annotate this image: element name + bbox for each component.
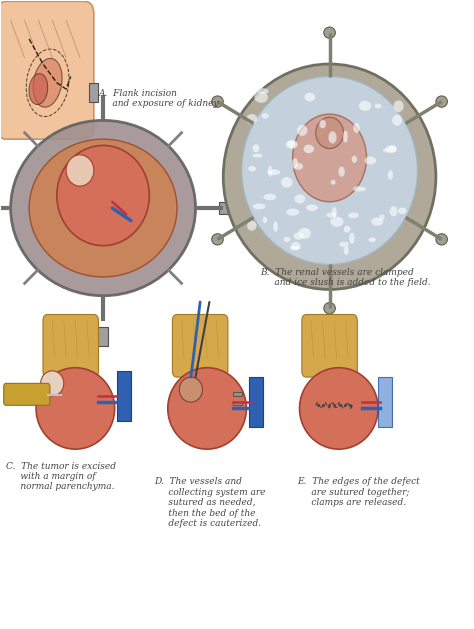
Ellipse shape (349, 232, 355, 244)
Ellipse shape (385, 145, 397, 153)
Text: D.  The vessels and
     collecting system are
     sutured as needed,
     then: D. The vessels and collecting system are… (154, 477, 265, 528)
Ellipse shape (33, 58, 62, 107)
Ellipse shape (288, 140, 295, 148)
Ellipse shape (223, 64, 436, 289)
Ellipse shape (352, 155, 357, 163)
Ellipse shape (294, 194, 306, 204)
Ellipse shape (263, 216, 267, 223)
Ellipse shape (374, 103, 382, 109)
Ellipse shape (392, 114, 402, 126)
Ellipse shape (294, 163, 303, 170)
Ellipse shape (242, 77, 418, 264)
Ellipse shape (179, 377, 202, 402)
Ellipse shape (41, 371, 64, 396)
Bar (219, 202, 233, 214)
Ellipse shape (331, 180, 336, 185)
Ellipse shape (344, 245, 349, 255)
Ellipse shape (365, 156, 376, 165)
Text: A.  Flank incision
     and exposure of kidney: A. Flank incision and exposure of kidney (99, 89, 219, 108)
Ellipse shape (436, 96, 447, 107)
Ellipse shape (306, 204, 318, 211)
Ellipse shape (281, 177, 293, 188)
Ellipse shape (436, 234, 447, 245)
Ellipse shape (398, 208, 407, 214)
Ellipse shape (66, 155, 94, 186)
FancyBboxPatch shape (173, 314, 228, 377)
Ellipse shape (273, 221, 278, 232)
Ellipse shape (283, 237, 291, 242)
Ellipse shape (29, 74, 48, 104)
Ellipse shape (168, 368, 246, 449)
Ellipse shape (57, 145, 149, 245)
Ellipse shape (330, 216, 344, 227)
Ellipse shape (390, 206, 398, 216)
Ellipse shape (383, 148, 391, 153)
Ellipse shape (286, 208, 300, 216)
Ellipse shape (268, 165, 273, 177)
Ellipse shape (247, 221, 256, 231)
Ellipse shape (267, 169, 281, 175)
Ellipse shape (246, 114, 257, 125)
FancyBboxPatch shape (43, 314, 99, 377)
Bar (99, 327, 108, 346)
Ellipse shape (300, 368, 378, 449)
Text: E.  The edges of the defect
     are sutured together;
     clamps are released.: E. The edges of the defect are sutured t… (297, 477, 420, 507)
Ellipse shape (290, 245, 301, 251)
Ellipse shape (292, 114, 366, 202)
Ellipse shape (252, 153, 263, 158)
Ellipse shape (348, 212, 359, 218)
Ellipse shape (316, 117, 344, 148)
Ellipse shape (303, 145, 314, 153)
Ellipse shape (324, 27, 335, 38)
Ellipse shape (359, 101, 372, 111)
Ellipse shape (326, 212, 337, 218)
FancyBboxPatch shape (302, 314, 357, 377)
Ellipse shape (339, 242, 349, 247)
Ellipse shape (293, 232, 304, 240)
Ellipse shape (248, 165, 256, 172)
Ellipse shape (253, 203, 265, 209)
Ellipse shape (291, 242, 301, 250)
Ellipse shape (338, 167, 345, 177)
Ellipse shape (252, 144, 260, 152)
Text: B.  The renal vessels are clamped
     and ice slush is added to the field.: B. The renal vessels are clamped and ice… (260, 267, 431, 287)
Ellipse shape (292, 158, 298, 169)
Bar (89, 83, 99, 102)
Ellipse shape (353, 186, 366, 192)
Ellipse shape (263, 193, 276, 201)
Bar (117, 371, 131, 421)
Ellipse shape (344, 225, 351, 233)
Ellipse shape (36, 368, 115, 449)
Bar (378, 377, 392, 427)
Ellipse shape (368, 237, 376, 243)
Ellipse shape (298, 228, 311, 239)
Ellipse shape (371, 217, 384, 226)
Ellipse shape (10, 120, 196, 296)
Ellipse shape (343, 130, 348, 143)
Ellipse shape (285, 140, 298, 149)
Ellipse shape (29, 139, 177, 277)
Ellipse shape (304, 92, 316, 102)
Ellipse shape (388, 170, 393, 180)
Ellipse shape (261, 113, 269, 119)
Ellipse shape (255, 92, 268, 103)
Ellipse shape (324, 303, 335, 314)
Ellipse shape (393, 100, 404, 112)
Bar (233, 401, 242, 405)
Bar (233, 392, 242, 396)
Ellipse shape (257, 88, 269, 94)
Ellipse shape (389, 145, 396, 152)
Ellipse shape (319, 120, 326, 128)
Bar (249, 377, 263, 427)
Text: C.  The tumor is excised
     with a margin of
     normal parenchyma.: C. The tumor is excised with a margin of… (6, 462, 116, 491)
Ellipse shape (212, 234, 223, 245)
Ellipse shape (379, 214, 385, 220)
Ellipse shape (331, 207, 337, 218)
Ellipse shape (212, 96, 223, 107)
FancyBboxPatch shape (4, 384, 50, 405)
Ellipse shape (353, 123, 360, 133)
FancyBboxPatch shape (0, 1, 94, 139)
Ellipse shape (328, 131, 337, 143)
Ellipse shape (297, 125, 308, 136)
